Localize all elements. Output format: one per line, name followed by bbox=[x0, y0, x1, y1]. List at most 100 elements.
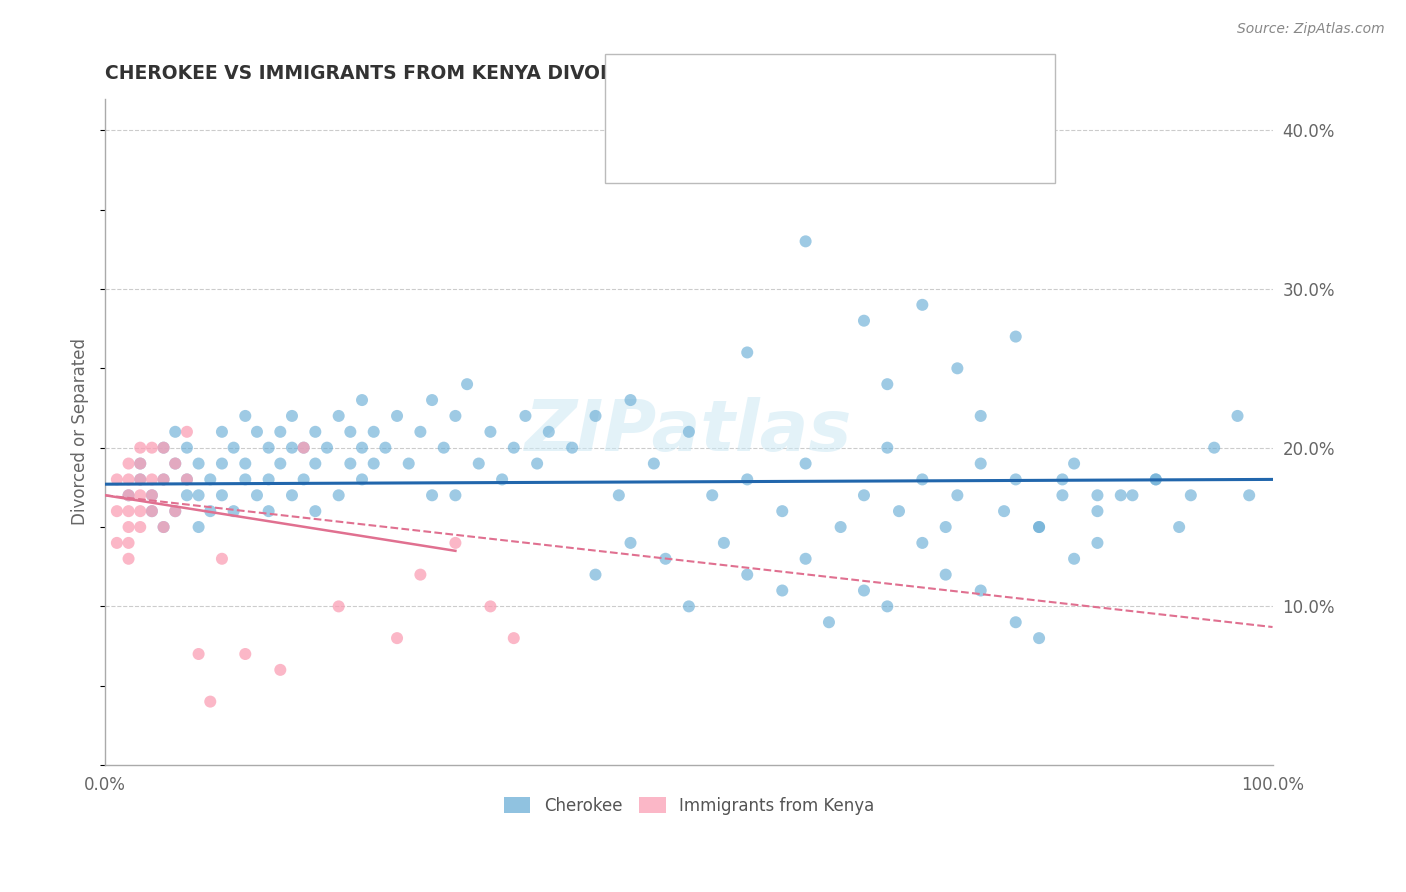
Point bbox=[887, 504, 910, 518]
Point bbox=[654, 551, 676, 566]
Point bbox=[200, 504, 222, 518]
Point bbox=[187, 520, 209, 534]
Point bbox=[105, 472, 128, 486]
Point bbox=[350, 472, 373, 486]
Point bbox=[165, 457, 187, 471]
Point bbox=[911, 536, 934, 550]
Point bbox=[152, 441, 174, 455]
Point bbox=[339, 457, 361, 471]
Point bbox=[257, 504, 280, 518]
Point bbox=[176, 488, 198, 502]
Point bbox=[970, 457, 993, 471]
Point bbox=[946, 361, 969, 376]
Point bbox=[515, 409, 537, 423]
Point bbox=[117, 472, 139, 486]
Point bbox=[350, 441, 373, 455]
Text: -0.091: -0.091 bbox=[755, 138, 813, 156]
Point bbox=[129, 441, 152, 455]
Point bbox=[200, 472, 222, 486]
Point bbox=[1237, 488, 1260, 502]
Point bbox=[187, 647, 209, 661]
Point bbox=[444, 488, 467, 502]
Point bbox=[141, 504, 163, 518]
Point bbox=[1204, 441, 1226, 455]
Point bbox=[830, 520, 852, 534]
Point bbox=[1087, 488, 1109, 502]
Point bbox=[281, 441, 304, 455]
Point bbox=[292, 441, 315, 455]
Point bbox=[117, 488, 139, 502]
Y-axis label: Divorced or Separated: Divorced or Separated bbox=[72, 338, 89, 525]
Point bbox=[117, 520, 139, 534]
Point bbox=[1052, 472, 1074, 486]
Point bbox=[211, 425, 233, 439]
Text: 0.017: 0.017 bbox=[755, 82, 806, 101]
Point bbox=[770, 504, 793, 518]
Point bbox=[619, 392, 641, 407]
Point bbox=[374, 441, 396, 455]
Point bbox=[187, 488, 209, 502]
Point bbox=[1168, 520, 1191, 534]
Point bbox=[479, 599, 502, 614]
Point bbox=[1028, 520, 1050, 534]
Point bbox=[117, 488, 139, 502]
FancyBboxPatch shape bbox=[627, 128, 672, 166]
Text: 39: 39 bbox=[929, 138, 952, 156]
Point bbox=[1121, 488, 1143, 502]
Point bbox=[129, 504, 152, 518]
Point bbox=[735, 345, 758, 359]
Text: 130: 130 bbox=[929, 82, 963, 101]
Point bbox=[233, 472, 256, 486]
Point bbox=[794, 235, 817, 249]
Point bbox=[970, 583, 993, 598]
Point bbox=[176, 472, 198, 486]
Point bbox=[350, 392, 373, 407]
Point bbox=[1063, 551, 1085, 566]
Point bbox=[1144, 472, 1167, 486]
Point bbox=[269, 457, 291, 471]
Point bbox=[269, 663, 291, 677]
Point bbox=[561, 441, 583, 455]
Text: R =: R = bbox=[689, 138, 728, 156]
Point bbox=[152, 520, 174, 534]
Point bbox=[970, 409, 993, 423]
Point bbox=[993, 504, 1015, 518]
Point bbox=[129, 457, 152, 471]
Point bbox=[176, 425, 198, 439]
Point bbox=[678, 425, 700, 439]
Point bbox=[1087, 504, 1109, 518]
Point bbox=[141, 441, 163, 455]
Point bbox=[876, 599, 898, 614]
Point bbox=[1004, 329, 1026, 343]
Point bbox=[585, 567, 607, 582]
Point bbox=[211, 457, 233, 471]
Point bbox=[233, 409, 256, 423]
Point bbox=[211, 551, 233, 566]
Point bbox=[117, 551, 139, 566]
Point bbox=[468, 457, 491, 471]
Point bbox=[165, 504, 187, 518]
Point bbox=[409, 567, 432, 582]
Point bbox=[420, 392, 443, 407]
Point bbox=[292, 441, 315, 455]
Point bbox=[165, 425, 187, 439]
Point bbox=[129, 472, 152, 486]
Point bbox=[852, 583, 875, 598]
Point bbox=[1180, 488, 1202, 502]
Point bbox=[1028, 631, 1050, 645]
Point bbox=[1028, 520, 1050, 534]
Point bbox=[187, 457, 209, 471]
Point bbox=[141, 488, 163, 502]
Point bbox=[735, 472, 758, 486]
Point bbox=[385, 409, 408, 423]
Point bbox=[233, 647, 256, 661]
Text: ZIPatlas: ZIPatlas bbox=[526, 397, 852, 467]
Point bbox=[585, 409, 607, 423]
Point bbox=[794, 457, 817, 471]
Point bbox=[117, 457, 139, 471]
Point bbox=[129, 520, 152, 534]
Point bbox=[222, 504, 245, 518]
Point bbox=[1004, 615, 1026, 630]
Point bbox=[420, 488, 443, 502]
Point bbox=[607, 488, 630, 502]
